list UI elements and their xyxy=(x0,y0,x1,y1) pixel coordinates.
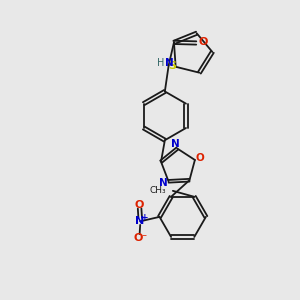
Text: ⁻: ⁻ xyxy=(142,233,147,243)
Text: +: + xyxy=(140,213,148,222)
Text: O: O xyxy=(134,233,143,243)
Text: N: N xyxy=(165,58,174,68)
Text: S: S xyxy=(169,61,177,71)
Text: N: N xyxy=(159,178,167,188)
Text: N: N xyxy=(135,216,144,226)
Text: O: O xyxy=(135,200,144,210)
Text: H: H xyxy=(157,58,164,68)
Text: CH₃: CH₃ xyxy=(150,186,166,195)
Text: O: O xyxy=(198,38,208,47)
Text: N: N xyxy=(171,139,180,149)
Text: O: O xyxy=(196,153,205,163)
